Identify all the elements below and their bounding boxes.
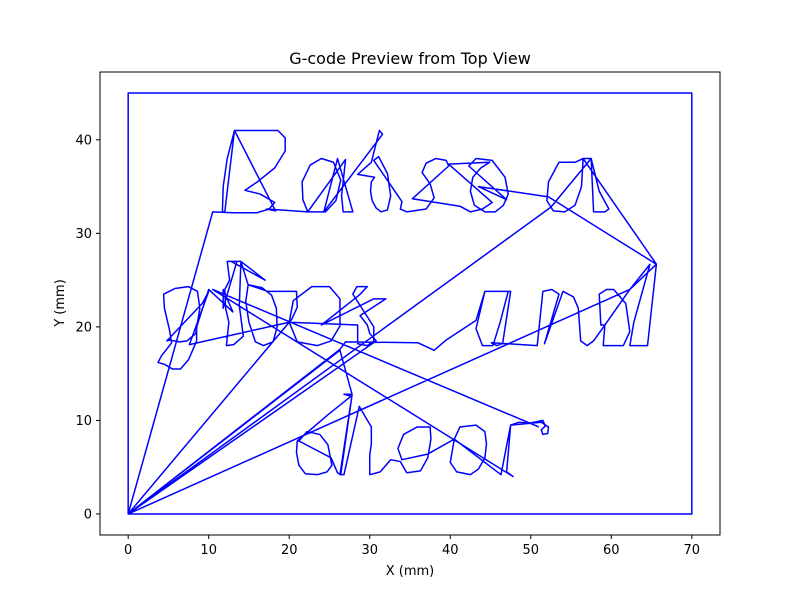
axes-frame [99, 71, 721, 536]
toolpath-line-0 [127, 92, 693, 515]
x-tick-label-7: 70 [684, 543, 701, 558]
y-tick-label-0: 0 [84, 507, 92, 522]
x-tick-label-1: 10 [200, 543, 217, 558]
plot-area [127, 92, 693, 515]
x-axis: 0 10 20 30 40 50 60 70 [124, 535, 700, 558]
y-axis-label: Y (mm) [53, 279, 68, 328]
x-tick-label-2: 20 [281, 543, 298, 558]
y-tick-label-3: 30 [75, 227, 92, 242]
x-tick-label-3: 30 [361, 543, 378, 558]
x-tick-label-6: 60 [603, 543, 620, 558]
chart-title: G-code Preview from Top View [289, 49, 531, 68]
x-axis-label: X (mm) [386, 564, 435, 579]
y-tick-label-4: 40 [75, 133, 92, 148]
x-tick-label-0: 0 [124, 543, 132, 558]
x-tick-label-5: 50 [523, 543, 540, 558]
y-tick-label-2: 20 [75, 320, 92, 335]
y-tick-label-1: 10 [75, 414, 92, 429]
x-tick-label-4: 40 [442, 543, 459, 558]
y-axis: 0 10 20 30 40 [75, 133, 100, 522]
